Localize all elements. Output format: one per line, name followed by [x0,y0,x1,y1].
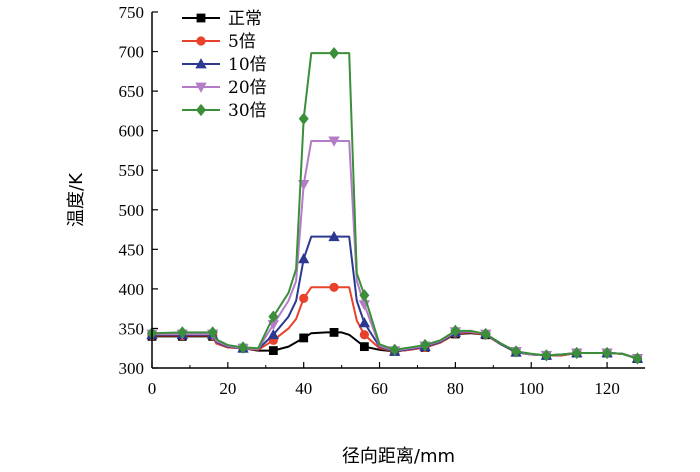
legend-swatch-marker [195,103,207,117]
legend-swatch-marker [195,82,207,93]
y-ticks: 300 350 400 450 500 550 600 650 700 750 [119,3,158,378]
legend-item: 正常 [182,9,262,29]
data-point [177,326,188,339]
legend-item: 5倍 [182,32,256,52]
legend-label: 30倍 [228,101,267,121]
legend-item: 20倍 [182,78,267,98]
legend: 正常 5倍 10倍 20倍 30倍 [182,9,267,121]
data-point [237,341,249,354]
data-point [359,289,370,302]
data-point [571,346,582,360]
data-point [359,330,369,340]
plot-area [146,47,644,365]
legend-swatch-marker [196,36,206,46]
y-axis-title: 温度/K [66,172,87,227]
legend-label: 正常 [228,9,262,29]
data-point [328,230,340,242]
series-line [152,235,638,360]
data-point [298,112,309,125]
y-tick-label: 400 [119,280,145,299]
y-tick-label: 600 [119,122,145,141]
x-tick-label: 0 [148,379,157,398]
legend-label: 20倍 [228,78,267,98]
y-tick-label: 450 [119,240,145,259]
legend-swatch-marker [196,13,206,23]
data-point [602,346,613,360]
data-point [207,326,218,339]
data-point [480,327,491,341]
x-tick-label: 20 [219,379,236,398]
series-line [151,52,638,360]
y-tick-label: 300 [119,359,145,378]
x-tick-label: 80 [447,379,464,398]
data-point [268,310,279,323]
data-point [329,327,339,337]
data-point [511,345,522,358]
x-tick-label: 40 [295,379,312,398]
data-point [299,293,309,303]
data-point [389,343,400,356]
series-line [152,139,638,360]
legend-label: 5倍 [228,32,256,52]
x-tick-label: 100 [518,379,544,398]
legend-item: 30倍 [182,101,267,121]
x-tick-label: 120 [594,379,620,398]
data-point [358,317,371,328]
legend-label: 10倍 [228,55,267,75]
y-tick-label: 500 [119,201,145,220]
y-tick-label: 650 [119,82,145,101]
y-tick-label: 350 [119,319,145,338]
data-point [420,338,431,352]
legend-swatch-marker [195,58,207,69]
data-point [450,324,461,337]
data-point [329,282,339,292]
y-tick-label: 550 [119,161,145,180]
series-4 [146,47,643,365]
x-tick-label: 60 [371,379,388,398]
data-point [329,47,340,60]
data-point [299,333,309,343]
legend-item: 10倍 [182,55,267,75]
y-tick-label: 750 [119,3,145,22]
data-point [268,346,278,355]
data-point [328,136,340,147]
axes: 0 20 40 60 80 100 120 300 350 400 450 500 550 600 650… [119,3,645,398]
data-point [359,342,369,352]
data-point [541,349,552,362]
x-ticks: 0 20 40 60 80 100 120 [148,362,620,398]
x-axis-title: 径向距离/mm [342,446,455,467]
series-3 [146,136,644,365]
data-point [298,253,310,264]
data-point [267,328,280,340]
y-tick-label: 700 [119,43,145,62]
data-point [632,352,643,365]
